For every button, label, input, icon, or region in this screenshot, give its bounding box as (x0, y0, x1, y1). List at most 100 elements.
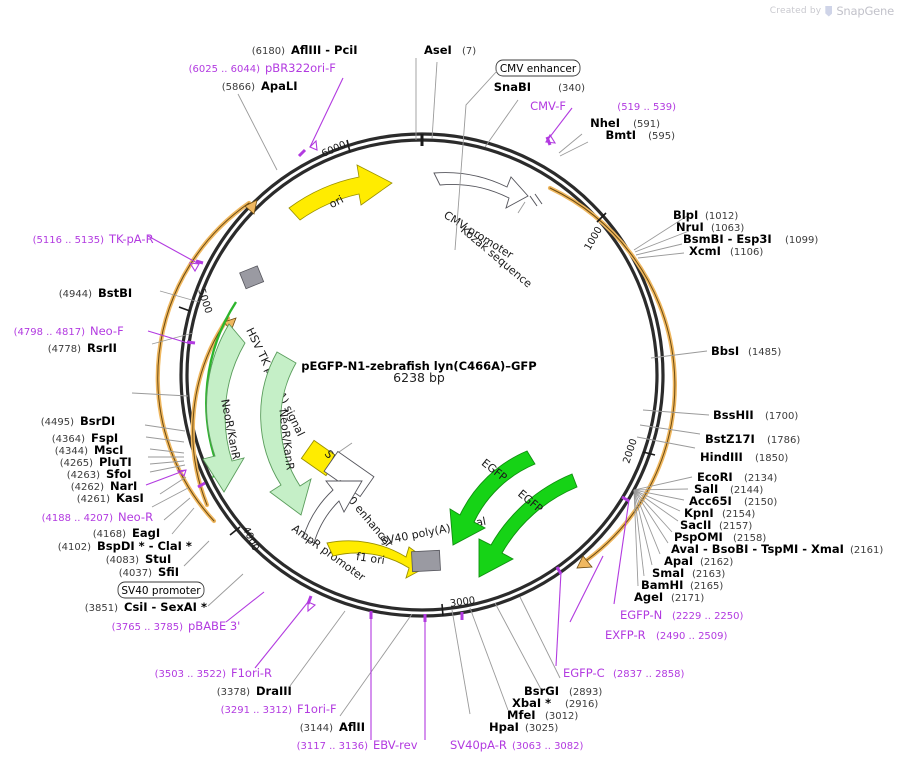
feature-label-kozak-sequence: Kozak sequence (458, 223, 535, 290)
tick-1000: 1000 (583, 212, 607, 253)
svg-text:F1ori-R: F1ori-R (231, 666, 272, 680)
label-salI: SalI (2144) (694, 482, 763, 496)
svg-text:(3012): (3012) (545, 711, 578, 722)
svg-text:BssHII: BssHII (713, 408, 754, 422)
svg-text:(2157): (2157) (719, 521, 752, 532)
svg-text:KasI: KasI (116, 491, 144, 505)
feature-ori: ori (288, 164, 393, 221)
svg-text:(2229 .. 2250): (2229 .. 2250) (672, 611, 744, 622)
label-xcmI: XcmI (1106) (689, 244, 763, 258)
svg-text:NarI: NarI (110, 479, 137, 493)
svg-text:(4364): (4364) (52, 434, 85, 445)
snapgene-watermark: Created by SnapGene (770, 4, 894, 18)
svg-text:(3025): (3025) (525, 723, 558, 734)
svg-text:(2144): (2144) (730, 485, 763, 496)
primer-f1ori-r: (3503 .. 3522) F1ori-R (155, 666, 272, 680)
svg-text:AflII: AflII (339, 720, 365, 734)
plasmid-name: pEGFP-N1-zebrafish lyn(C466A)–GFP (301, 359, 536, 373)
label-pspOMI: PspOMI (2158) (674, 530, 766, 544)
svg-text:HindIII: HindIII (700, 450, 743, 464)
svg-text:NruI: NruI (676, 220, 704, 234)
svg-text:(2893): (2893) (569, 687, 602, 698)
svg-text:AgeI: AgeI (634, 590, 663, 604)
svg-text:(3144): (3144) (300, 723, 333, 734)
svg-text:(2150): (2150) (744, 497, 777, 508)
svg-text:BstZ17I: BstZ17I (705, 432, 755, 446)
primer-egfp-c: EGFP-C (2837 .. 2858) (563, 666, 685, 680)
svg-text:AflIII - PciI: AflIII - PciI (291, 43, 358, 57)
svg-text:SnaBI: SnaBI (494, 80, 531, 94)
primer-tk-pa-r: (5116 .. 5135) TK-pA-R (33, 232, 154, 246)
svg-text:BsrGI: BsrGI (524, 684, 559, 698)
svg-text:(4495): (4495) (41, 417, 74, 428)
svg-text:ApaI: ApaI (664, 554, 693, 568)
label-narI: (4262) NarI (71, 479, 138, 493)
svg-text:(1063): (1063) (711, 223, 744, 234)
svg-text:1000: 1000 (583, 225, 605, 253)
primer-sv40pa-r: SV40pA-R (3063 .. 3082) (450, 738, 584, 752)
leader-lines-top (237, 58, 589, 171)
svg-text:HpaI: HpaI (489, 720, 519, 734)
svg-text:(3117 .. 3136): (3117 .. 3136) (297, 741, 369, 752)
svg-text:ApaLI: ApaLI (261, 79, 298, 93)
svg-text:(6180): (6180) (252, 46, 285, 57)
label-nheI: NheI (591) (590, 116, 660, 130)
svg-text:DraIII: DraIII (256, 684, 292, 698)
svg-text:(4263): (4263) (67, 470, 100, 481)
label-ageI: AgeI (2171) (634, 590, 704, 604)
svg-text:EGFP-N: EGFP-N (620, 608, 662, 622)
label-kasI: (4261) KasI (77, 491, 144, 505)
svg-text:SV40pA-R: SV40pA-R (450, 738, 507, 752)
svg-text:EGFP-C: EGFP-C (563, 666, 605, 680)
svg-text:SmaI: SmaI (652, 566, 684, 580)
label-bsmBI-esp3I: BsmBI - Esp3I (1099) (683, 232, 818, 246)
label-blpI: BlpI (1012) (673, 208, 738, 222)
svg-text:(1786): (1786) (767, 435, 800, 446)
label-sacII: SacII (2157) (680, 518, 752, 532)
primer-f1ori-f: (3291 .. 3312) F1ori-F (221, 702, 337, 716)
svg-text:(4261): (4261) (77, 494, 110, 505)
feature-label-f1-ori: f1 ori (355, 550, 385, 567)
svg-text:(6025 .. 6044): (6025 .. 6044) (189, 64, 261, 75)
label-aflII: (3144) AflII (300, 720, 365, 734)
label-acc65I: Acc65I (2150) (689, 494, 777, 508)
svg-text:Neo-R: Neo-R (118, 510, 153, 524)
label-draIII: (3378) DraIII (217, 684, 292, 698)
label-bspDI-claI: (4102) BspDI * - ClaI * (58, 539, 192, 553)
svg-text:SfoI: SfoI (106, 467, 131, 481)
svg-text:(5866): (5866) (222, 82, 255, 93)
svg-text:BstBI: BstBI (98, 286, 132, 300)
label-bmtI: BmtI (595) (605, 128, 675, 142)
label-sfoI: (4263) SfoI (67, 467, 132, 481)
svg-text:BlpI: BlpI (673, 208, 698, 222)
svg-text:(595): (595) (648, 131, 675, 142)
label-avaI-bsoBI-tspMI-xmaI: AvaI - BsoBI - TspMI - XmaI (2161) (671, 542, 883, 556)
label-kpnI: KpnI (2154) (684, 506, 755, 520)
primer-pbabe-3: (3765 .. 3785) pBABE 3' (112, 619, 241, 633)
svg-text:(4265): (4265) (60, 458, 93, 469)
svg-text:(2162): (2162) (700, 557, 733, 568)
label-ecoRI: EcoRI (2134) (697, 470, 777, 484)
svg-text:(4083): (4083) (106, 555, 139, 566)
label-sfiI: (4037) SfiI (119, 565, 179, 579)
label-hindIII: HindIII (1850) (700, 450, 788, 464)
label-snaBI: SnaBI (340) (494, 80, 585, 94)
label-fspI: (4364) FspI (52, 431, 118, 445)
label-csiI-sexaI: (3851) CsiI - SexAI * (85, 600, 207, 614)
svg-text:StuI: StuI (145, 552, 171, 566)
label-aflIII-pciI: (6180) AflIII - PciI (252, 43, 358, 57)
svg-text:(4188 .. 4207): (4188 .. 4207) (42, 513, 114, 524)
primer-cmv-f: CMV-F (519 .. 539) (530, 99, 676, 113)
svg-text:(2154): (2154) (722, 509, 755, 520)
svg-text:(4778): (4778) (48, 344, 81, 355)
svg-text:(4262): (4262) (71, 482, 104, 493)
primer-neo-r: (4188 .. 4207) Neo-R (42, 510, 154, 524)
svg-text:AseI: AseI (424, 43, 452, 57)
label-mscI: (4344) MscI (55, 443, 124, 457)
boxed-label-cmv-enhancer: CMV enhancer (454, 59, 581, 251)
label-aseI: AseI (7) (424, 43, 476, 57)
plasmid-title-group: pEGFP-N1-zebrafish lyn(C466A)–GFP 6238 b… (301, 359, 536, 385)
svg-text:(3378): (3378) (217, 687, 250, 698)
svg-text:4000: 4000 (240, 525, 261, 553)
